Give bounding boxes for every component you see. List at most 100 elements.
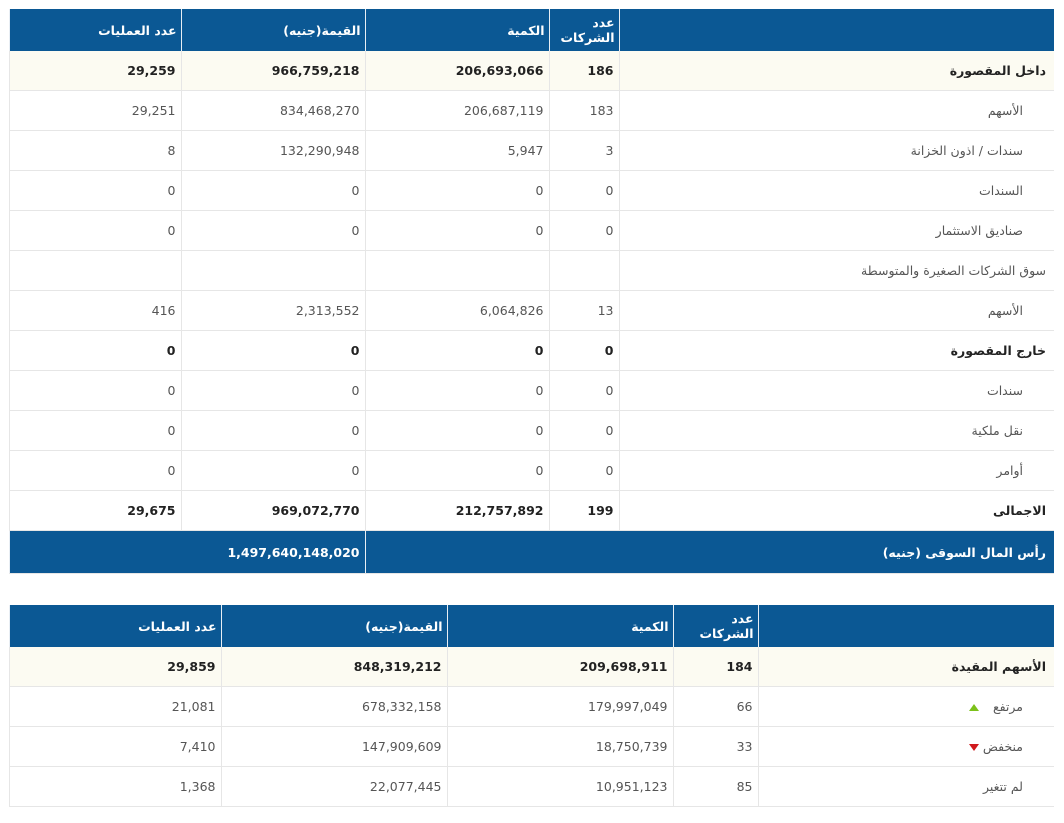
- cell: 29,675: [8, 490, 181, 531]
- cell: 85: [672, 766, 758, 807]
- label-text: الأسهم: [987, 103, 1023, 118]
- label-text: نقل ملكية: [971, 423, 1023, 438]
- cell: 0: [180, 370, 365, 411]
- cell: 10,951,123: [446, 766, 673, 807]
- cell: 416: [8, 290, 181, 331]
- cell: 212,757,892: [364, 490, 549, 531]
- row: الأسهم 13 6,064,826 2,313,552 416: [8, 290, 1054, 331]
- cell: 0: [8, 210, 181, 251]
- cell: 0: [8, 450, 181, 491]
- cell: 0: [548, 410, 619, 451]
- row-label: سندات / اذون الخزانة: [618, 130, 1054, 171]
- cell: [180, 250, 365, 291]
- cell: 0: [548, 450, 619, 491]
- row: سوق الشركات الصغيرة والمتوسطة: [8, 250, 1054, 291]
- header-cell: الكمية: [364, 9, 549, 51]
- table-wrap: عدد الشركات الكمية القيمة(جنيه) عدد العمليا…: [8, 9, 1054, 574]
- cell: 0: [8, 370, 181, 411]
- label-text: مرتفع: [992, 699, 1023, 714]
- cell: 966,759,218: [180, 51, 365, 91]
- cell: 969,072,770: [180, 490, 365, 531]
- row-label: الأسهم المقيدة: [757, 647, 1054, 687]
- cell: 199: [548, 490, 619, 531]
- header-cell: عدد العمليات: [8, 605, 221, 647]
- cell: [548, 250, 619, 291]
- row-label: منخفض: [757, 726, 1054, 767]
- cell: 0: [364, 450, 549, 491]
- cell: 0: [8, 330, 181, 371]
- cell: 1,368: [8, 766, 221, 807]
- header-row: عدد الشركات الكمية القيمة(جنيه) عدد العمليا…: [8, 605, 1054, 647]
- cell: 8: [8, 130, 181, 171]
- header-cell: عدد الشركات: [672, 605, 758, 647]
- row: سندات / اذون الخزانة 3 5,947 132,290,948 8: [8, 130, 1054, 171]
- label-text: لم تتغير: [982, 779, 1023, 794]
- cell: 206,687,119: [364, 90, 549, 131]
- cell: 0: [364, 170, 549, 211]
- cell: 179,997,049: [446, 686, 673, 727]
- cell: 18,750,739: [446, 726, 673, 767]
- cell: 0: [548, 370, 619, 411]
- header-cell: [618, 9, 1054, 51]
- cell: 0: [180, 450, 365, 491]
- cell: 21,081: [8, 686, 221, 727]
- cell: 206,693,066: [364, 51, 549, 91]
- row: مرتفع 66 179,997,049 678,332,158 21,081: [8, 686, 1054, 727]
- market-cap-value: 1,497,640,148,020: [8, 530, 365, 574]
- cell: 3: [548, 130, 619, 171]
- cell: 7,410: [8, 726, 221, 767]
- row-label: الاجمالى: [618, 490, 1054, 531]
- row-label: خارج المقصورة: [618, 330, 1054, 371]
- row-label: الأسهم: [618, 290, 1054, 331]
- cell: 184: [672, 647, 758, 687]
- cell: 0: [8, 410, 181, 451]
- trend-icon: [968, 704, 979, 711]
- header-cell: الكمية: [446, 605, 673, 647]
- label-text: السندات: [978, 183, 1023, 198]
- cell: 834,468,270: [180, 90, 365, 131]
- cell: 5,947: [364, 130, 549, 171]
- cell: 0: [364, 330, 549, 371]
- header-cell: [757, 605, 1054, 647]
- cell: 0: [548, 210, 619, 251]
- table-wrap: عدد الشركات الكمية القيمة(جنيه) عدد العمليا…: [8, 605, 1054, 807]
- label-text: الأسهم: [987, 303, 1023, 318]
- cell: [364, 250, 549, 291]
- row-label: السندات: [618, 170, 1054, 211]
- cell: 0: [180, 410, 365, 451]
- label-text: داخل المقصورة: [949, 63, 1046, 78]
- row: خارج المقصورة 0 0 0 0: [8, 330, 1054, 371]
- row: داخل المقصورة 186 206,693,066 966,759,218 29…: [8, 51, 1054, 91]
- row: لم تتغير 85 10,951,123 22,077,445 1,368: [8, 766, 1054, 807]
- cell: 848,319,212: [220, 647, 447, 687]
- row: صناديق الاستثمار 0 0 0 0: [8, 210, 1054, 251]
- row-label: مرتفع: [757, 686, 1054, 727]
- cell: 66: [672, 686, 758, 727]
- cell: 678,332,158: [220, 686, 447, 727]
- cell: 33: [672, 726, 758, 767]
- cell: 29,251: [8, 90, 181, 131]
- cell: 22,077,445: [220, 766, 447, 807]
- row: نقل ملكية 0 0 0 0: [8, 410, 1054, 451]
- trading-table: عدد الشركات الكمية القيمة(جنيه) عدد العمليا…: [8, 9, 1054, 574]
- row: الأسهم المقيدة 184 209,698,911 848,319,212 2…: [8, 647, 1054, 687]
- label-text: أوامر: [996, 463, 1023, 478]
- cell: 13: [548, 290, 619, 331]
- row: الأسهم 183 206,687,119 834,468,270 29,251: [8, 90, 1054, 131]
- row: سندات 0 0 0 0: [8, 370, 1054, 411]
- label-text: منخفض: [982, 739, 1023, 754]
- cell: 6,064,826: [364, 290, 549, 331]
- row-label: سندات: [618, 370, 1054, 411]
- trend-icon: [968, 744, 979, 751]
- cell: 0: [8, 170, 181, 211]
- listed-shares-table: عدد الشركات الكمية القيمة(جنيه) عدد العمليا…: [8, 605, 1054, 807]
- cell: 209,698,911: [446, 647, 673, 687]
- cell: 29,859: [8, 647, 221, 687]
- row-label: داخل المقصورة: [618, 51, 1054, 91]
- cell: 0: [180, 170, 365, 211]
- row-label: نقل ملكية: [618, 410, 1054, 451]
- label-text: سوق الشركات الصغيرة والمتوسطة: [861, 263, 1046, 278]
- cell: 132,290,948: [180, 130, 365, 171]
- cell: 0: [548, 330, 619, 371]
- row-label: صناديق الاستثمار: [618, 210, 1054, 251]
